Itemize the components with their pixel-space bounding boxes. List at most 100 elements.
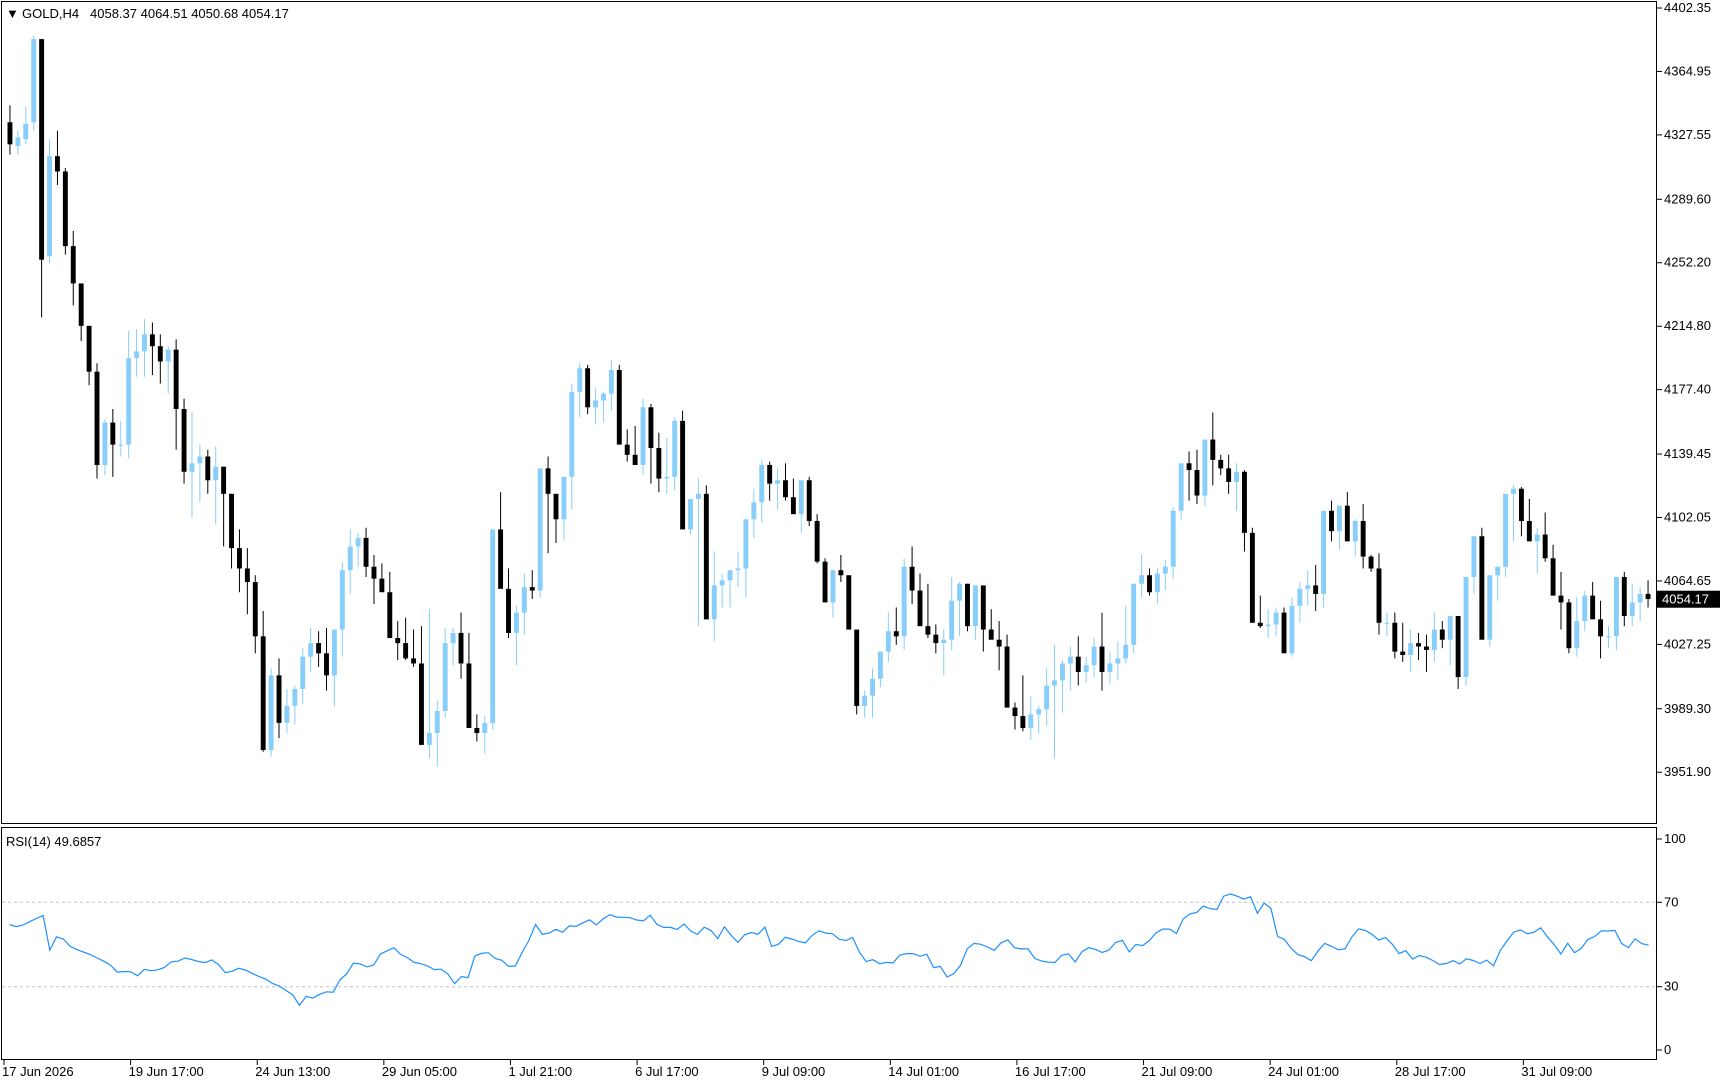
candle [15, 130, 21, 155]
candle-body [1273, 612, 1279, 625]
candle [1297, 582, 1303, 623]
candle-body [1542, 534, 1548, 559]
candle [506, 568, 511, 639]
candle [751, 488, 757, 538]
candle [1329, 500, 1334, 542]
candle-body [759, 464, 765, 503]
candle [988, 609, 994, 640]
candle-body [1234, 471, 1239, 482]
time-tick-label: 24 Jun 13:00 [255, 1064, 330, 1079]
candle [529, 570, 535, 600]
candle [221, 466, 227, 547]
candle [324, 627, 329, 691]
candle-body [490, 529, 496, 723]
candle [1392, 612, 1398, 659]
candle [1503, 493, 1509, 577]
candle-body [1376, 568, 1382, 623]
candle [695, 478, 701, 627]
candle-body [814, 520, 820, 562]
candle-body [1202, 439, 1208, 496]
candle-body [1621, 576, 1627, 616]
candle-body [134, 351, 140, 359]
candle-body [1083, 665, 1089, 672]
candle-body [830, 570, 836, 603]
candle [395, 621, 401, 661]
candle [1044, 668, 1050, 727]
rsi-axis: 100 70 30 0 [1657, 831, 1686, 1057]
candle-body [1052, 680, 1057, 686]
candle-body [972, 585, 978, 627]
candle [205, 449, 211, 494]
candle [276, 658, 282, 739]
candle-body [1392, 622, 1398, 652]
time-tick-label: 29 Jun 05:00 [382, 1064, 457, 1079]
candle [371, 554, 377, 605]
candle-body [616, 369, 622, 445]
candle-body [165, 349, 171, 362]
candle-body [640, 407, 646, 465]
candle [118, 420, 124, 457]
candle [86, 325, 92, 386]
candle [39, 39, 45, 318]
candle [244, 548, 250, 615]
candle [1131, 583, 1137, 654]
candle [165, 346, 171, 394]
time-tick-label: 24 Jul 01:00 [1268, 1064, 1339, 1079]
candle [1352, 519, 1358, 557]
rsi-series-line [9, 893, 1649, 1007]
candle-body [1352, 520, 1358, 542]
candle [331, 629, 337, 706]
price-tick-label: 3989.30 [1664, 701, 1711, 716]
candle-body [62, 171, 68, 247]
candle-body [252, 582, 258, 637]
candle-body [1582, 595, 1588, 622]
candle-body [316, 643, 322, 654]
candle [680, 410, 686, 530]
candle-body [1518, 488, 1524, 521]
symbol-header-triangle[interactable]: ▼ [6, 6, 19, 21]
candle-body [664, 476, 670, 479]
candle-body [1637, 593, 1643, 603]
candle-body [862, 695, 868, 706]
candle-body [379, 578, 385, 593]
candle [1487, 575, 1493, 647]
candle [885, 612, 891, 662]
candle-body [561, 476, 567, 520]
candle [102, 419, 108, 476]
time-tick-label: 28 Jul 17:00 [1395, 1064, 1466, 1079]
candle-body [102, 422, 108, 465]
candle [624, 429, 630, 462]
price-tick-label: 4402.35 [1664, 0, 1711, 15]
candle-body [806, 480, 812, 521]
price-tick-label: 4177.40 [1664, 382, 1711, 397]
time-tick-label: 17 Jun 2026 [2, 1064, 74, 1079]
candle [1574, 597, 1580, 657]
candle [142, 319, 147, 377]
candle-body [300, 656, 306, 689]
candle-body [775, 480, 781, 484]
price-tick-label: 3951.90 [1664, 764, 1711, 779]
candle-body [877, 651, 883, 679]
candle [1550, 544, 1556, 596]
rsi-line [9, 893, 1649, 1007]
candle-body [909, 566, 915, 591]
candle-body [474, 727, 480, 734]
candle-body [1455, 615, 1461, 678]
price-panel-frame [1, 1, 1657, 824]
candle [1020, 675, 1026, 732]
candle-body [608, 369, 614, 394]
candle-body [1431, 629, 1437, 650]
candle [387, 571, 393, 639]
candle-body [1479, 536, 1485, 640]
candle [284, 688, 290, 734]
candle [300, 648, 306, 705]
candle-body [395, 638, 401, 644]
candle-body [1590, 595, 1596, 620]
candle-body [118, 444, 124, 446]
candle [149, 322, 155, 376]
candle-body [1249, 532, 1255, 623]
candle-body [735, 568, 741, 571]
candle-body [870, 678, 875, 696]
candle [877, 651, 883, 688]
candle [632, 425, 638, 465]
